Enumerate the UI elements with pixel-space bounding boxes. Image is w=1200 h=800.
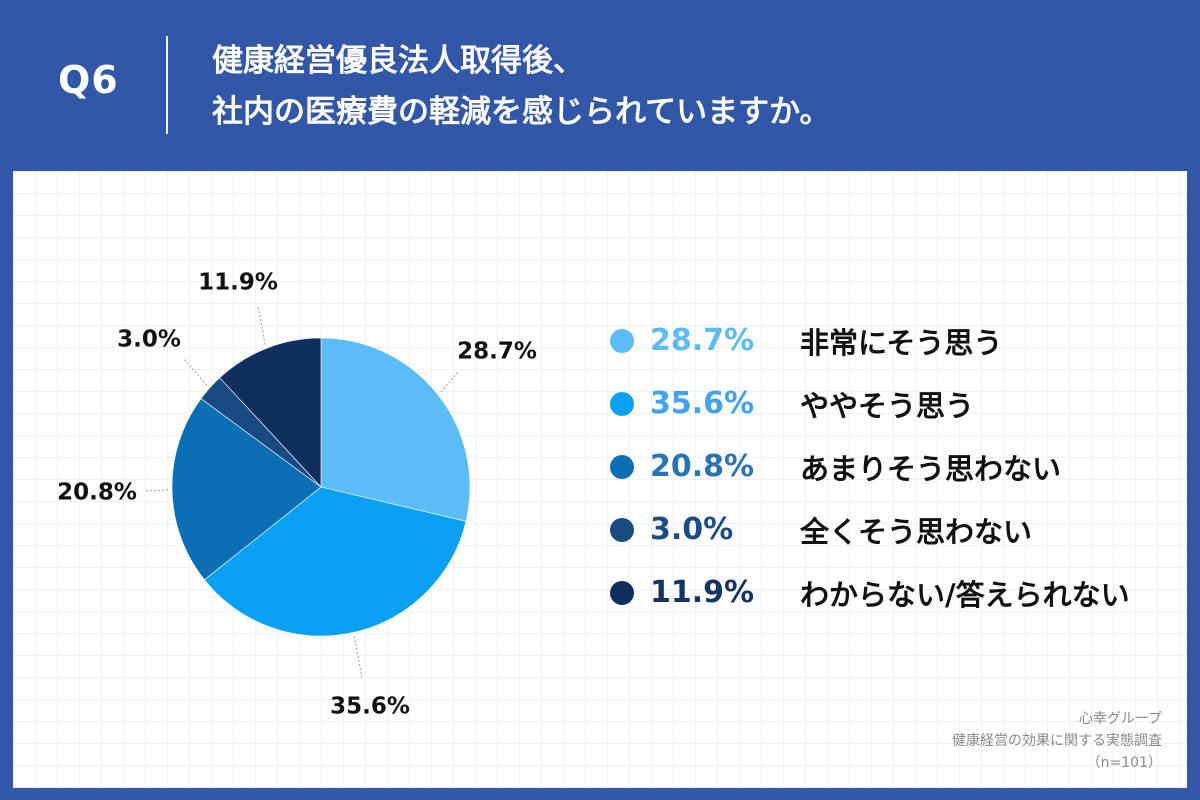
- legend: 28.7% 非常にそう思う 35.6% ややそう思う 20.8% あまりそう思わ…: [610, 309, 1170, 624]
- pie-label-somewhat: 35.6%: [330, 694, 410, 720]
- legend-item-somewhat: 35.6% ややそう思う: [610, 372, 1170, 435]
- pie-label-very-much: 28.7%: [457, 339, 537, 365]
- leader-unknown: [257, 305, 266, 345]
- pie-label-not-at-all: 3.0%: [117, 327, 181, 353]
- legend-value-not-at-all: 3.0%: [650, 512, 734, 547]
- legend-value-somewhat: 35.6%: [650, 386, 755, 421]
- legend-dot-somewhat: [610, 391, 634, 416]
- legend-label-not-much: あまりそう思わない: [800, 451, 1062, 486]
- legend-dot-unknown: [610, 580, 634, 605]
- legend-dot-not-much: [610, 454, 634, 479]
- legend-dot-not-at-all: [610, 517, 634, 542]
- legend-item-unknown: 11.9% わからない/答えられない: [610, 561, 1170, 624]
- leader-very-much: [440, 371, 459, 393]
- source-sample-size: （n=101）: [1086, 755, 1162, 771]
- legend-label-not-at-all: 全くそう思わない: [800, 514, 1033, 549]
- pie-slice-very-much: [320, 337, 471, 522]
- leader-not-at-all: [182, 357, 208, 386]
- legend-value-not-much: 20.8%: [650, 449, 755, 484]
- question-title-line-1: 健康経営優良法人取得後、: [212, 43, 584, 79]
- source-note: 心幸グループ 健康経営の効果に関する実態調査 （n=101）: [802, 708, 1162, 774]
- header-divider: [166, 36, 168, 134]
- question-number: Q6: [58, 58, 119, 102]
- legend-label-very-much: 非常にそう思う: [800, 325, 1003, 360]
- legend-item-not-much: 20.8% あまりそう思わない: [610, 435, 1170, 498]
- legend-item-very-much: 28.7% 非常にそう思う: [610, 309, 1170, 372]
- leader-not-much: [144, 489, 169, 492]
- pie-slice-not-much: [171, 398, 322, 581]
- legend-dot-very-much: [610, 328, 634, 353]
- leader-somewhat: [353, 636, 363, 679]
- pie-label-unknown: 11.9%: [198, 270, 278, 296]
- pie-slice-unknown: [219, 337, 322, 488]
- source-company: 心幸グループ: [1078, 711, 1162, 727]
- source-survey-name: 健康経営の効果に関する実態調査: [952, 733, 1162, 749]
- legend-label-somewhat: ややそう思う: [800, 388, 975, 423]
- question-title-line-2: 社内の医療費の軽減を感じられていますか。: [212, 94, 831, 130]
- pie-slice-somewhat: [204, 486, 467, 637]
- legend-label-unknown: わからない/答えられない: [800, 577, 1130, 612]
- pie-label-not-much: 20.8%: [57, 480, 137, 506]
- header: Q6 健康経営優良法人取得後、 社内の医療費の軽減を感じられていますか。: [0, 0, 1200, 170]
- legend-value-very-much: 28.7%: [650, 323, 755, 358]
- legend-value-unknown: 11.9%: [650, 575, 755, 610]
- legend-item-not-at-all: 3.0% 全くそう思わない: [610, 498, 1170, 561]
- question-title: 健康経営優良法人取得後、 社内の医療費の軽減を感じられていますか。: [212, 36, 1172, 138]
